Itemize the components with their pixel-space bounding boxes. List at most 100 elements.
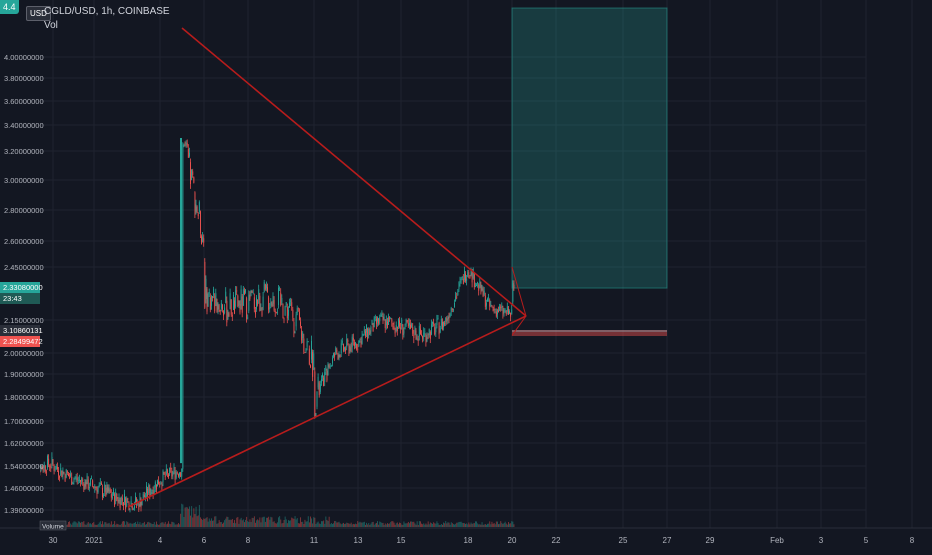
candle-body: [176, 472, 178, 474]
time-tick-label: 6: [202, 536, 207, 545]
volume-bar: [381, 522, 383, 527]
volume-bar: [169, 523, 171, 527]
price-tick-label: 3.60000000: [4, 97, 44, 106]
volume-bar: [230, 519, 232, 527]
candle-body: [157, 479, 158, 487]
candle-body: [96, 489, 98, 494]
candle-body: [493, 308, 495, 311]
volume-bar: [446, 523, 448, 527]
volume-bar: [335, 521, 337, 527]
candle-body: [470, 268, 472, 276]
volume-bar: [347, 523, 349, 527]
time-scale[interactable]: 30 2021 4 6 8 11 13 15 18 20 22 25 27 29 Feb 3 5 8 Volume: [0, 520, 932, 550]
candle-body: [354, 342, 355, 347]
volume-bar: [121, 521, 123, 527]
candle-body: [429, 331, 431, 339]
candle-body: [379, 317, 381, 322]
volume-bar: [198, 505, 200, 527]
volume-bar: [270, 516, 272, 527]
candle-body: [399, 320, 400, 327]
volume-bar: [184, 507, 186, 527]
volume-bar: [379, 521, 381, 527]
time-tick-label: 20: [508, 536, 517, 545]
candle-body: [497, 309, 498, 315]
candle-body: [479, 281, 481, 288]
price-scale[interactable]: 4.00000000 3.80000000 3.60000000 3.40000000…: [0, 0, 44, 528]
candle-body: [391, 319, 393, 323]
volume-bar: [401, 524, 403, 527]
stop-price-badge-bg: [0, 336, 40, 347]
volume-bar: [308, 522, 310, 527]
volume-bar: [142, 523, 144, 527]
volume-bar: [329, 524, 331, 527]
volume-bar: [136, 523, 138, 527]
candle-body: [64, 475, 66, 481]
candle-body: [417, 338, 419, 341]
volume-bar: [266, 517, 267, 527]
volume-bar: [218, 520, 220, 527]
volume-bar: [294, 516, 296, 527]
candle-body: [180, 472, 182, 477]
candle-body: [72, 483, 74, 485]
volume-bar: [459, 521, 461, 527]
volume-bar: [424, 524, 426, 527]
time-tick-label: 5: [864, 536, 869, 545]
volume-bar: [382, 522, 384, 527]
volume-bar: [426, 524, 428, 527]
volume-bar: [129, 522, 131, 527]
volume-bar: [249, 519, 251, 527]
triangle-drawing[interactable]: [127, 27, 527, 508]
candle-body: [350, 347, 352, 352]
price-tick-label: 2.60000000: [4, 237, 44, 246]
candle-body: [443, 322, 444, 328]
candle-body: [264, 284, 266, 290]
volume-bar: [440, 524, 442, 527]
volume-label-bg: [39, 520, 67, 531]
volume-bar: [152, 524, 154, 527]
volume-bar: [85, 524, 87, 527]
candle-body: [310, 365, 311, 368]
candle-body: [362, 334, 364, 336]
candle-body: [195, 204, 197, 212]
candle-body: [377, 317, 378, 322]
time-tick-label: 11: [310, 536, 319, 545]
volume-bar: [367, 524, 369, 527]
candle-body: [127, 498, 129, 500]
symbol-legend: CGLD/USD, 1h, COINBASE Vol: [44, 5, 170, 33]
candle-body: [94, 486, 96, 488]
volume-bar: [105, 522, 107, 527]
volume-bar: [96, 524, 98, 527]
volume-indicator-label[interactable]: Vol: [44, 20, 58, 31]
candle-body: [422, 335, 424, 339]
price-tick-label: 1.90000000: [4, 370, 44, 379]
volume-bar: [366, 522, 367, 527]
volume-bar: [176, 524, 178, 527]
volume-bar: [435, 523, 437, 527]
stop-price-badge: 2.28499472: [3, 337, 43, 346]
symbol-title[interactable]: CGLD/USD, 1h, COINBASE: [44, 6, 170, 17]
volume-bar: [332, 524, 333, 527]
candle-body: [352, 337, 354, 341]
volume-bar: [80, 522, 81, 527]
candle-body: [512, 283, 514, 302]
volume-bar: [145, 524, 146, 527]
candle-body: [182, 144, 184, 469]
candle-body: [194, 192, 196, 215]
volume-bar: [93, 522, 95, 527]
price-tick-label: 4.00000000: [4, 53, 44, 62]
position-zones[interactable]: [511, 7, 668, 336]
volume-bar: [369, 524, 371, 527]
candle-body: [371, 320, 373, 325]
currency-badge[interactable]: USD: [26, 6, 51, 21]
candle-body: [337, 354, 339, 360]
volume-bar: [181, 503, 183, 527]
volume-bar: [428, 524, 430, 527]
volume-bar: [128, 523, 130, 527]
volume-bar: [470, 522, 472, 527]
pattern-price-badge: 3.10860131: [3, 326, 43, 335]
volume-bar: [157, 524, 158, 527]
candle-body: [396, 326, 398, 331]
candle-body: [326, 370, 328, 381]
